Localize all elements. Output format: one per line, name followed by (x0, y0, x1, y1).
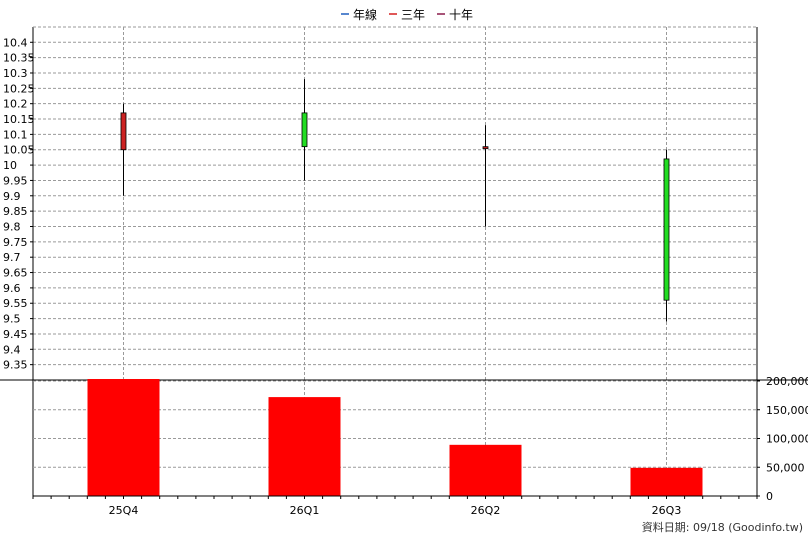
price-axis: 10.4 10.35 10.3 10.25 10.2 10.15 10.1 10.05 10 9.… (3, 26, 758, 496)
price-tick-label: 10.3 (3, 67, 28, 80)
price-tick-label: 9.5 (3, 313, 21, 326)
volume-tick-label: 150,000 (766, 404, 808, 417)
price-tick-label: 9.45 (3, 328, 28, 341)
volume-axis: 200,000 150,000 100,000 50,000 0 (757, 375, 808, 503)
x-tick-label: 26Q1 (290, 504, 320, 517)
volume-bar (630, 467, 703, 496)
volume-tick-label: 50,000 (766, 461, 805, 474)
price-grid (33, 27, 757, 496)
price-tick-label: 9.4 (3, 343, 21, 356)
price-tick-label: 9.85 (3, 205, 28, 218)
price-tick-label: 9.6 (3, 282, 21, 295)
x-tick-label: 26Q3 (652, 504, 682, 517)
price-tick-label: 9.9 (3, 190, 21, 203)
volume-tick-label: 200,000 (766, 375, 808, 388)
x-tick-label: 25Q4 (109, 504, 139, 517)
volume-bars (87, 379, 703, 496)
x-axis: 25Q4 26Q1 26Q2 26Q3 (32, 495, 758, 517)
candle-body (120, 112, 127, 151)
footer-source: 資料日期: 09/18 (Goodinfo.tw) (642, 520, 803, 534)
candle-body (482, 146, 489, 150)
volume-bar (449, 444, 522, 496)
price-tick-label: 10 (3, 159, 17, 172)
price-tick-label: 9.65 (3, 267, 28, 280)
price-tick-label: 10.2 (3, 98, 28, 111)
legend-label: 三年 (401, 8, 425, 22)
price-tick-label: 9.7 (3, 251, 21, 264)
price-tick-label: 9.8 (3, 220, 21, 233)
price-tick-label: 9.55 (3, 297, 28, 310)
legend-label: 十年 (449, 8, 473, 22)
price-tick-label: 10.15 (3, 113, 35, 126)
price-tick-label: 9.95 (3, 174, 28, 187)
volume-bar (87, 379, 160, 496)
price-tick-label: 10.4 (3, 36, 28, 49)
candles (120, 79, 670, 322)
candle-body (663, 158, 670, 301)
price-tick-label: 9.35 (3, 359, 28, 372)
price-tick-label: 10.05 (3, 144, 35, 157)
legend: 年線 三年 十年 (341, 7, 473, 22)
x-tick-label: 26Q2 (471, 504, 501, 517)
price-tick-label: 10.25 (3, 82, 35, 95)
legend-label: 年線 (353, 7, 377, 22)
candle-body (301, 112, 308, 148)
price-tick-label: 9.75 (3, 236, 28, 249)
volume-bar (268, 397, 341, 496)
price-tick-label: 10.35 (3, 52, 35, 65)
price-tick-label: 10.1 (3, 128, 28, 141)
volume-tick-label: 100,000 (766, 433, 808, 446)
volume-tick-label: 0 (766, 490, 773, 503)
